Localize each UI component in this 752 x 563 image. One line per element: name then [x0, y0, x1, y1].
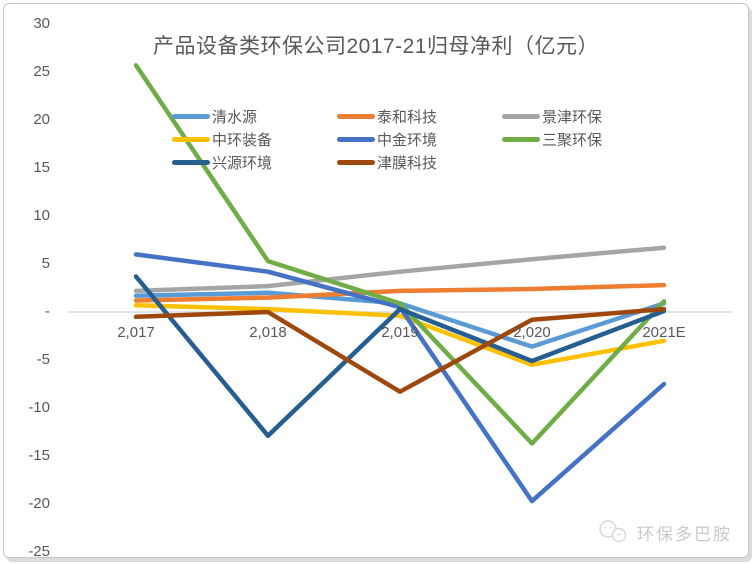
legend-label: 兴源环境 — [212, 154, 273, 172]
legend-label: 三聚环保 — [542, 131, 603, 149]
legend-label: 中金环境 — [377, 131, 438, 149]
y-tick-label: 20 — [33, 111, 50, 128]
legend-item-中金环境: 中金环境 — [337, 131, 502, 149]
series-line-津膜科技 — [133, 306, 667, 394]
line-chart-plot-area — [68, 63, 732, 504]
legend-swatch — [337, 159, 375, 165]
chart-card: 产品设备类环保公司2017-21归母净利（亿元） 30 25 20 15 10 5 - -5 -… — [3, 3, 749, 558]
y-tick-label: 10 — [33, 207, 50, 224]
y-tick-label: -25 — [28, 543, 50, 558]
legend-swatch — [337, 136, 375, 142]
legend-label: 津膜科技 — [377, 154, 438, 172]
legend-swatch — [172, 159, 210, 165]
x-tick-label: 2021E — [642, 324, 686, 341]
legend-swatch — [172, 113, 210, 119]
legend-swatch — [502, 136, 540, 142]
y-tick-label: 30 — [33, 15, 50, 32]
y-tick-label: 25 — [33, 63, 50, 80]
x-tick-label: 2,020 — [513, 324, 551, 341]
series-line-三聚环保 — [133, 63, 667, 446]
legend-item-中环装备: 中环装备 — [172, 131, 337, 149]
legend-swatch — [172, 136, 210, 142]
y-tick-label: -5 — [36, 351, 50, 368]
legend-label: 泰和科技 — [377, 108, 438, 126]
y-tick-label: 5 — [41, 255, 50, 272]
legend-item-津膜科技: 津膜科技 — [337, 154, 502, 172]
legend-item-景津环保: 景津环保 — [502, 108, 667, 126]
legend-label: 景津环保 — [542, 108, 603, 126]
legend-item-三聚环保: 三聚环保 — [502, 131, 667, 149]
x-tick-label: 2,017 — [117, 324, 155, 341]
legend-label: 清水源 — [212, 108, 258, 126]
watermark: 环保多巴胺 — [597, 519, 732, 545]
series-line-兴源环境 — [133, 274, 667, 439]
y-tick-label: - — [45, 303, 50, 320]
legend-swatch — [337, 113, 375, 119]
legend-swatch — [502, 113, 540, 119]
x-tick-label: 2,018 — [249, 324, 287, 341]
chart-title: 产品设备类环保公司2017-21归母净利（亿元） — [152, 35, 600, 58]
legend-item-清水源: 清水源 — [172, 108, 337, 126]
watermark-text: 环保多巴胺 — [637, 524, 732, 544]
watermark-logo-icon — [599, 520, 627, 543]
x-tick-label: 2,019 — [381, 324, 419, 341]
chart-legend: 清水源 泰和科技 景津环保中环装备 中金环境 三聚环保兴源环境 津膜科技 — [172, 108, 667, 172]
series-line-泰和科技 — [133, 282, 667, 303]
series-line-景津环保 — [133, 245, 667, 294]
legend-item-兴源环境: 兴源环境 — [172, 154, 337, 172]
y-tick-label: 15 — [33, 159, 50, 176]
legend-label: 中环装备 — [212, 131, 273, 149]
y-tick-label: -20 — [28, 495, 50, 512]
y-tick-label: -15 — [28, 447, 50, 464]
legend-item-泰和科技: 泰和科技 — [337, 108, 502, 126]
y-tick-label: -10 — [28, 399, 50, 416]
series-line-中环装备 — [133, 303, 667, 368]
